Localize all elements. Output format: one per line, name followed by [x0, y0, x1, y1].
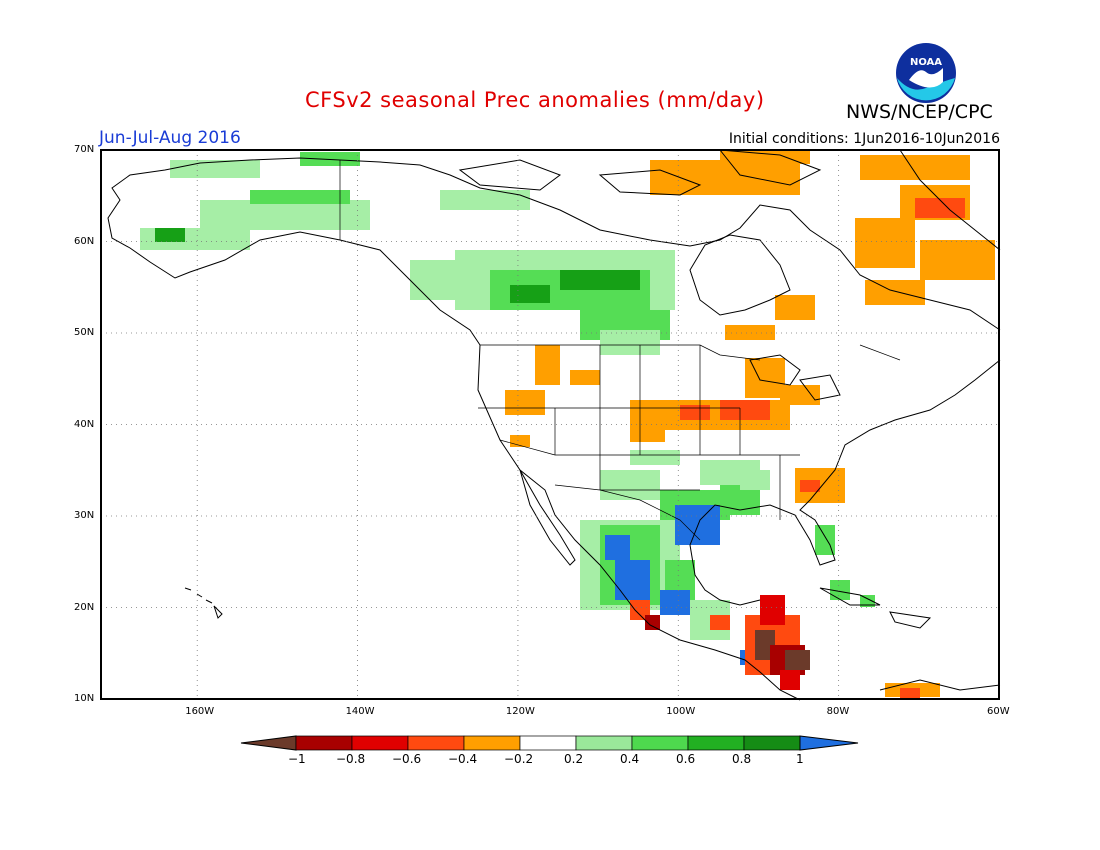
- colorbar-label: −0.4: [448, 752, 478, 766]
- anomaly-cell: [720, 150, 810, 164]
- anomaly-cell: [780, 670, 800, 690]
- colorbar-segment: [575, 735, 633, 751]
- anomaly-cell: [740, 470, 770, 490]
- anomaly-cell: [660, 590, 690, 615]
- anomaly-cell: [815, 525, 835, 555]
- anomaly-cell: [600, 330, 660, 355]
- lon-label: 60W: [987, 706, 1010, 717]
- colorbar-segment: [743, 735, 801, 751]
- lat-label: 40N: [74, 418, 95, 430]
- period-label: Jun-Jul-Aug 2016: [99, 128, 241, 148]
- colorbar-min-arrow: [240, 735, 297, 751]
- lat-label: 20N: [74, 601, 95, 613]
- agency-label: NWS/NCEP/CPC: [846, 101, 993, 123]
- anomaly-cells: [140, 150, 995, 698]
- anomaly-cell: [865, 280, 925, 305]
- colorbar-segment: [295, 735, 353, 751]
- chart-title: CFSv2 seasonal Prec anomalies (mm/day): [305, 88, 765, 112]
- colorbar-label: −0.2: [504, 752, 534, 766]
- lat-label: 50N: [74, 327, 95, 338]
- colorbar-label: 0.4: [620, 752, 640, 766]
- colorbar-segment: [463, 735, 521, 751]
- colorbar-segment: [351, 735, 409, 751]
- anomaly-cell: [915, 198, 965, 218]
- colorbar-label: 0.6: [676, 752, 696, 766]
- colorbar-segment: [407, 735, 465, 751]
- lon-label: 160W: [185, 706, 215, 717]
- anomaly-cell: [600, 470, 660, 500]
- anomaly-cell: [250, 190, 350, 204]
- anomaly-cell: [650, 160, 800, 195]
- anomaly-cell: [800, 480, 820, 492]
- anomaly-cell: [760, 595, 785, 625]
- anomaly-cell: [570, 370, 600, 385]
- lon-label: 120W: [505, 706, 535, 717]
- anomaly-cell: [830, 580, 850, 600]
- initial-conditions: Initial conditions: 1Jun2016-10Jun2016: [728, 131, 1000, 147]
- noaa-logo: NOAA: [895, 42, 957, 104]
- anomaly-cell: [780, 385, 820, 405]
- anomaly-cell: [860, 155, 970, 180]
- map-frame: [100, 149, 1000, 700]
- colorbar-label: 1: [796, 752, 804, 766]
- anomaly-cell: [630, 450, 680, 465]
- logo-text: NOAA: [910, 57, 942, 68]
- colorbar-segment: [631, 735, 689, 751]
- anomaly-cell: [615, 560, 650, 600]
- anomaly-cell: [505, 390, 545, 415]
- anomaly-cell: [170, 160, 260, 178]
- lat-label: 70N: [74, 144, 95, 155]
- anomaly-cell: [745, 358, 785, 398]
- anomaly-cell: [680, 405, 710, 420]
- anomaly-cell: [785, 650, 810, 670]
- anomaly-cell: [535, 345, 560, 385]
- lon-label: 100W: [666, 706, 696, 717]
- state-borders: [339, 160, 901, 541]
- colorbar-label: −0.8: [336, 752, 366, 766]
- anomaly-cell: [900, 688, 920, 698]
- colorbar-label: −1: [288, 752, 306, 766]
- lat-label: 60N: [74, 235, 95, 247]
- coastlines: [107, 149, 1001, 701]
- anomaly-cell: [510, 285, 550, 303]
- anomaly-cell: [855, 218, 915, 268]
- colorbar-segment: [519, 735, 577, 751]
- anomaly-cell: [605, 535, 630, 560]
- colorbar-max-arrow: [799, 735, 859, 751]
- anomaly-cell: [720, 400, 770, 420]
- anomaly-cell: [630, 420, 665, 442]
- colorbar-label: 0.2: [564, 752, 584, 766]
- lat-label: 30N: [74, 510, 95, 521]
- anomaly-cell: [440, 190, 530, 210]
- anomaly-cell: [920, 240, 995, 280]
- lat-label: 10N: [74, 693, 95, 704]
- anomaly-cell: [560, 270, 640, 290]
- anomaly-cell: [725, 325, 775, 340]
- lon-label: 80W: [826, 706, 850, 717]
- lon-label: 140W: [345, 706, 375, 717]
- colorbar: [240, 735, 859, 751]
- anomaly-cell: [645, 615, 660, 630]
- anomaly-cell: [710, 615, 730, 630]
- anomaly-cell: [860, 595, 875, 607]
- colorbar-label: 0.8: [732, 752, 752, 766]
- anomaly-cell: [155, 228, 185, 242]
- anomaly-cell: [775, 295, 815, 320]
- anomaly-cell: [200, 200, 370, 230]
- colorbar-label: −0.6: [392, 752, 422, 766]
- colorbar-segment: [687, 735, 745, 751]
